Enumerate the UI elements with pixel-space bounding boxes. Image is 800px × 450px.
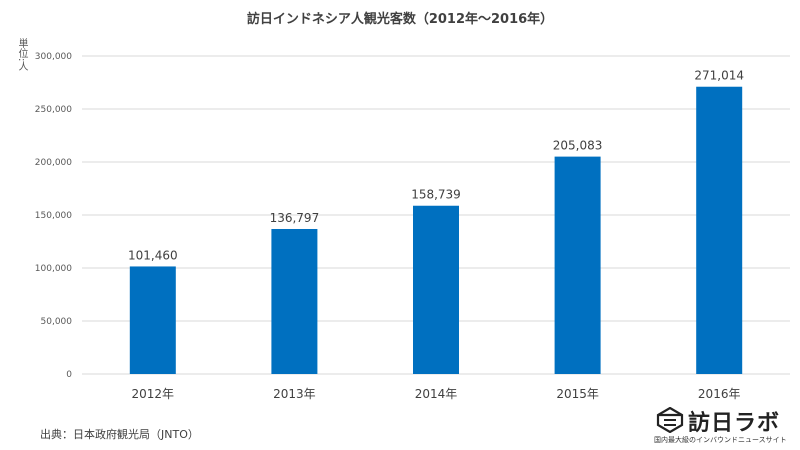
bar	[554, 156, 601, 374]
y-tick-label: 200,000	[35, 158, 72, 168]
y-axis-ticks: 0 50,000 100,000 150,000 200,000 250,000 300,0…	[35, 52, 72, 380]
x-axis-labels: 2012年 2013年 2014年 2015年 2016年	[132, 387, 741, 401]
data-label: 136,797	[270, 211, 320, 225]
y-tick-label: 250,000	[35, 105, 72, 115]
chart-title: 訪日インドネシア人観光客数（2012年～2016年）	[246, 12, 554, 27]
x-category-label: 2013年	[273, 387, 316, 401]
data-labels: 101,460 136,797 158,739 205,083 271,014	[128, 69, 744, 263]
y-tick-label: 150,000	[35, 211, 72, 221]
bar	[696, 86, 743, 374]
bar	[129, 266, 176, 374]
logo-mark-icon	[656, 407, 684, 433]
source-note: 出典：日本政府観光局（JNTO）	[40, 428, 199, 441]
x-category-label: 2016年	[698, 387, 741, 401]
data-label: 271,014	[694, 69, 744, 83]
y-tick-label: 300,000	[35, 52, 72, 62]
x-category-label: 2014年	[415, 387, 458, 401]
data-label: 158,739	[411, 188, 461, 202]
y-tick-label: 50,000	[41, 317, 73, 327]
x-category-label: 2015年	[556, 387, 599, 401]
data-label: 101,460	[128, 248, 178, 262]
bar	[413, 205, 459, 374]
site-logo[interactable]: 訪日ラボ 国内最大級のインバウンドニュースサイト	[648, 405, 798, 447]
y-tick-label: 0	[66, 370, 72, 380]
x-category-label: 2012年	[132, 387, 175, 401]
logo-text: 訪日ラボ	[688, 411, 781, 436]
bar	[271, 228, 318, 374]
bars	[129, 86, 743, 374]
data-label: 205,083	[553, 139, 603, 153]
y-tick-label: 100,000	[35, 264, 72, 274]
logo-tagline: 国内最大級のインバウンドニュースサイト	[654, 436, 787, 444]
y-unit-label: 単位:人	[16, 38, 27, 72]
